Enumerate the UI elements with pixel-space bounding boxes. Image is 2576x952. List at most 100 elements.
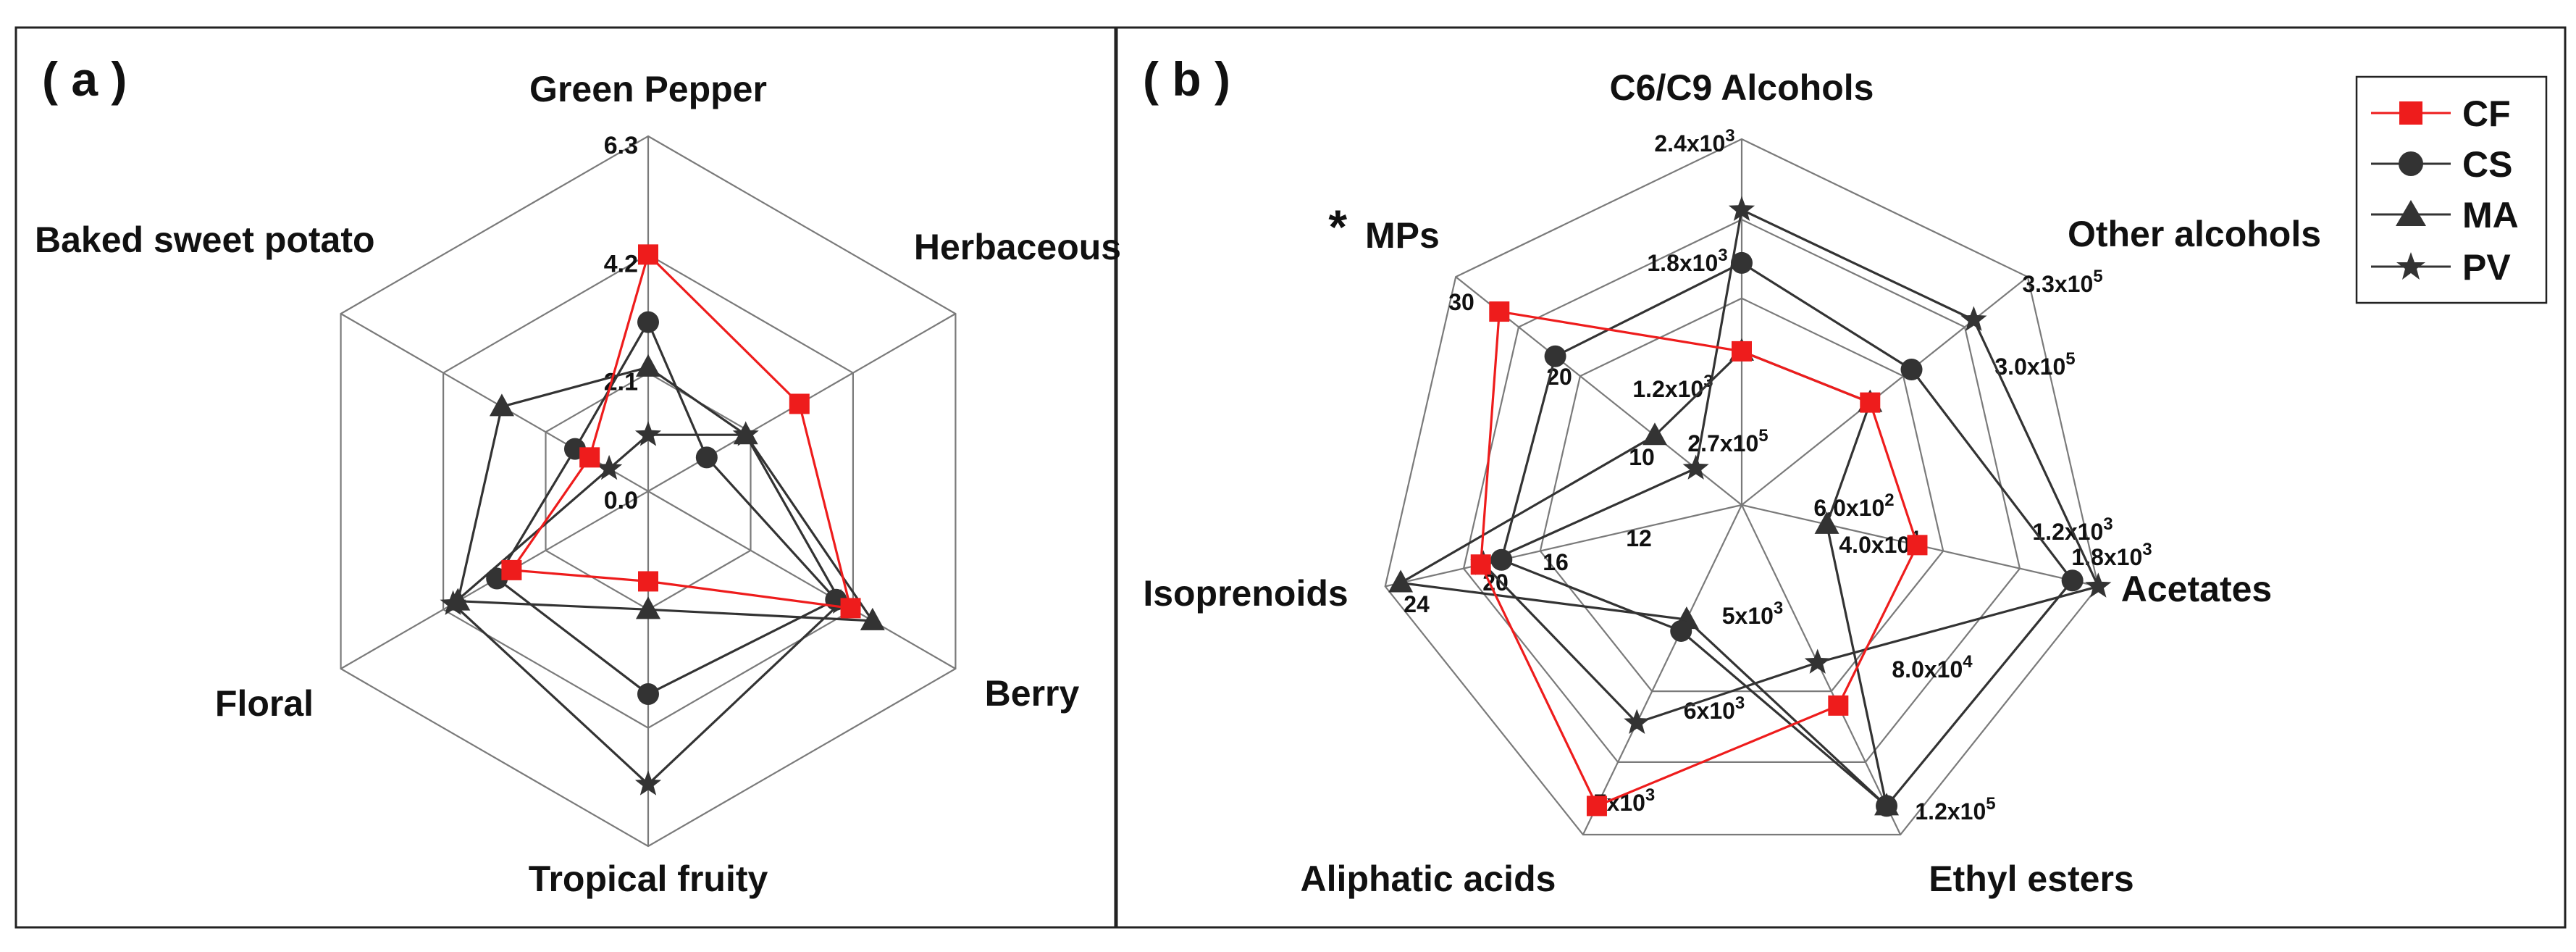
point-a-pv-baked-sweet-potato xyxy=(596,454,623,480)
grid-ring-b-2 xyxy=(1539,297,1944,693)
tick-label-b-ethyl-esters-1: 8.0x104 xyxy=(1892,652,1973,682)
legend-entry-cf: CF xyxy=(2371,93,2511,134)
axis-label-green-pepper: Green Pepper xyxy=(529,69,767,109)
tick-label-b-c6-c9-alcohols-0: 2.4x103 xyxy=(1654,126,1734,156)
series-a-cf xyxy=(501,244,861,619)
point-a-ma-berry xyxy=(860,607,885,630)
legend-label-pv: PV xyxy=(2462,247,2511,288)
point-b-cs-c6-c9-alcohols xyxy=(1731,251,1753,274)
point-b-cf-isoprenoids xyxy=(1470,554,1491,575)
panel-b-frame xyxy=(1115,26,2567,929)
point-b-cs-ethyl-esters xyxy=(1876,795,1898,817)
series-line-b-cs xyxy=(1500,262,2074,808)
tick-label-b-mps-0: 30 xyxy=(1448,289,1474,315)
tick-label-b-aliphatic-acids-2: 5x103 xyxy=(1722,598,1784,629)
point-b-pv-ethyl-esters xyxy=(1804,648,1831,674)
tick-label-b-isoprenoids-0: 24 xyxy=(1404,591,1430,617)
axis-label-acetates: Acetates xyxy=(2121,569,2272,609)
spoke-b-other-alcohols xyxy=(1741,276,2029,506)
legend-label-ma: MA xyxy=(2462,195,2519,235)
legend-marker-ma xyxy=(2396,200,2426,226)
point-a-pv-green-pepper xyxy=(634,421,662,446)
point-b-pv-aliphatic-acids xyxy=(1624,709,1650,734)
point-a-ma-tropical-fruity xyxy=(636,596,660,619)
tick-label-b-isoprenoids-3: 12 xyxy=(1626,525,1652,551)
series-line-b-pv xyxy=(1481,208,2100,725)
point-b-pv-mps xyxy=(1682,454,1709,480)
grid-ring-b-0 xyxy=(1384,138,2099,836)
legend-label-cf: CF xyxy=(2462,93,2511,134)
point-b-cs-other-alcohols xyxy=(1900,358,1923,380)
point-a-cf-baked-sweet-potato xyxy=(579,447,600,468)
point-b-cf-c6-c9-alcohols xyxy=(1732,341,1752,362)
tick-label-b-isoprenoids-2: 16 xyxy=(1543,549,1569,575)
series-b-cf xyxy=(1470,301,1928,817)
legend-entry-pv: PV xyxy=(2371,247,2511,288)
point-a-ma-herbaceous xyxy=(733,422,758,445)
point-b-pv-other-alcohols xyxy=(1960,306,1987,331)
point-a-ma-floral xyxy=(445,588,471,611)
point-b-cf-aliphatic-acids xyxy=(1586,796,1607,817)
axis-label-other-alcohols: Other alcohols xyxy=(2068,214,2321,254)
point-b-cf-acetates xyxy=(1907,535,1928,556)
spoke-b-aliphatic-acids xyxy=(1582,504,1742,835)
point-a-cf-green-pepper xyxy=(638,244,658,265)
legend-marker-cs xyxy=(2399,151,2423,176)
tick-label-a-3: 6.3 xyxy=(604,132,638,159)
point-a-ma-baked-sweet-potato xyxy=(489,393,514,417)
legend-box xyxy=(2355,75,2548,304)
axis-label-baked-sweet-potato: Baked sweet potato xyxy=(35,220,375,260)
axis-label-isoprenoids: Isoprenoids xyxy=(1143,573,1348,614)
axis-label-ethyl-esters: Ethyl esters xyxy=(1929,859,2134,899)
axis-label-berry: Berry xyxy=(985,673,1080,714)
point-b-ma-acetates xyxy=(1814,511,1839,534)
grid-ring-b-1 xyxy=(1462,218,2021,764)
point-b-cs-mps xyxy=(1544,345,1566,367)
axis-label-floral: Floral xyxy=(215,683,314,724)
legend-label-cs: CS xyxy=(2462,144,2512,185)
legend-entry-cs: CS xyxy=(2371,144,2512,185)
spoke-b-isoprenoids xyxy=(1385,504,1742,588)
point-a-pv-tropical-fruity xyxy=(634,770,662,796)
point-a-cs-tropical-fruity xyxy=(637,683,659,705)
point-a-cs-herbaceous xyxy=(695,446,718,469)
legend-marker-cf xyxy=(2399,101,2422,125)
point-b-cs-aliphatic-acids xyxy=(1670,619,1692,642)
radar-chart-b: 2.4x1031.8x1031.2x1033.3x1053.0x1052.7x1… xyxy=(1143,67,2321,899)
point-b-pv-acetates xyxy=(2085,572,2112,598)
tick-label-a-0: 0.0 xyxy=(604,487,638,514)
point-a-ma-green-pepper xyxy=(636,354,660,377)
tick-label-b-c6-c9-alcohols-2: 1.2x103 xyxy=(1632,372,1713,402)
axis-label-herbaceous: Herbaceous xyxy=(914,227,1121,267)
tick-label-a-2: 4.2 xyxy=(604,250,638,277)
point-a-cs-green-pepper xyxy=(637,311,659,333)
asterisk-mark: * xyxy=(1328,200,1347,254)
axis-label-tropical-fruity: Tropical fruity xyxy=(529,859,768,899)
point-a-cf-berry xyxy=(840,598,861,619)
series-b-cs xyxy=(1490,251,2084,817)
series-a-ma xyxy=(445,354,885,630)
point-b-pv-c6-c9-alcohols xyxy=(1728,196,1755,221)
tick-label-b-other-alcohols-1: 3.0x105 xyxy=(1994,349,2075,380)
panel-a-label: ( a ) xyxy=(42,52,127,106)
point-b-ma-isoprenoids xyxy=(1388,569,1414,593)
point-b-cs-isoprenoids xyxy=(1490,548,1513,571)
series-line-b-ma xyxy=(1397,350,1889,810)
axis-label-mps: MPs xyxy=(1365,215,1440,256)
point-a-cf-herbaceous xyxy=(789,393,810,414)
series-line-b-cf xyxy=(1480,310,1919,808)
panel-a-frame xyxy=(14,26,1117,929)
tick-label-b-c6-c9-alcohols-1: 1.8x103 xyxy=(1647,246,1727,276)
point-b-cs-acetates xyxy=(2061,569,2084,592)
point-b-cf-ethyl-esters xyxy=(1828,695,1849,716)
legend-entry-ma: MA xyxy=(2371,195,2519,235)
tick-label-b-ethyl-esters-0: 1.2x105 xyxy=(1915,794,1995,824)
point-b-ma-mps xyxy=(1642,422,1667,446)
point-b-cf-other-alcohols xyxy=(1860,392,1881,413)
legend: CF CS MA PV xyxy=(2355,75,2548,304)
axis-label-aliphatic-acids: Aliphatic acids xyxy=(1301,859,1556,899)
point-a-cf-floral xyxy=(501,559,522,580)
point-b-cf-mps xyxy=(1489,301,1510,322)
legend-marker-pv xyxy=(2396,252,2425,280)
